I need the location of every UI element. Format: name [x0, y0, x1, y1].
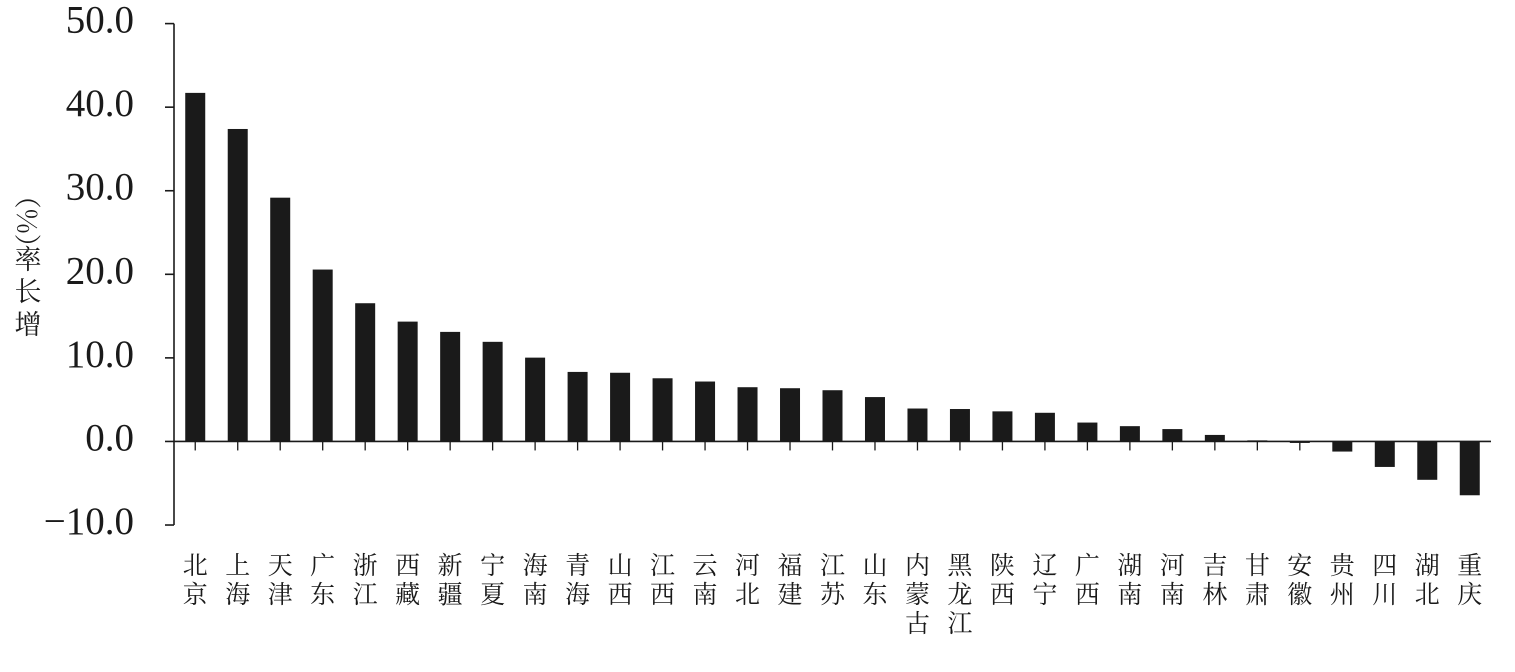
- svg-text:30.0: 30.0: [66, 166, 134, 209]
- svg-text:0.0: 0.0: [85, 416, 134, 459]
- svg-text:50.0: 50.0: [66, 0, 134, 42]
- svg-text:20.0: 20.0: [66, 249, 134, 292]
- svg-text:−10.0: −10.0: [44, 500, 134, 543]
- svg-text:40.0: 40.0: [66, 82, 134, 125]
- svg-text:10.0: 10.0: [66, 333, 134, 376]
